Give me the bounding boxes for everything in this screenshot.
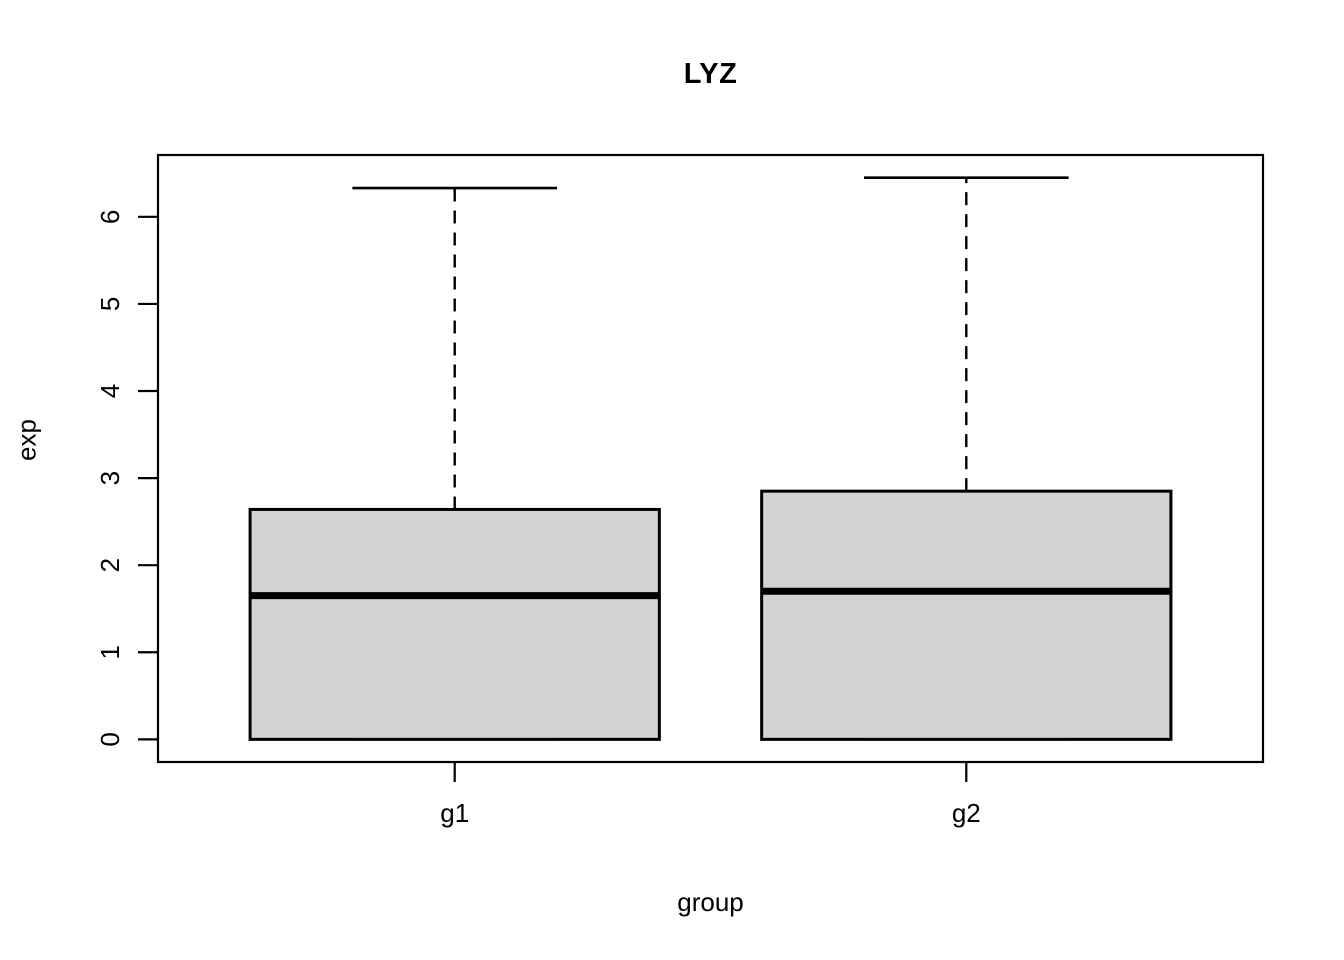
y-tick-label: 1 [95, 645, 125, 659]
plot-frame [156, 153, 1265, 764]
y-tick-label: 3 [95, 471, 125, 485]
y-tick-label: 5 [95, 297, 125, 311]
y-tick-label: 0 [95, 732, 125, 746]
x-tick-label: g1 [440, 798, 469, 828]
x-axis-label: group [677, 887, 744, 917]
y-tick-label: 2 [95, 558, 125, 572]
iqr-box [760, 489, 1173, 741]
y-tick-label: 6 [95, 210, 125, 224]
chart-title: LYZ [683, 58, 738, 90]
x-tick-label: g2 [952, 798, 981, 828]
y-tick-label: 4 [95, 384, 125, 398]
iqr-box [248, 507, 661, 741]
y-axis-label: exp [11, 419, 42, 461]
